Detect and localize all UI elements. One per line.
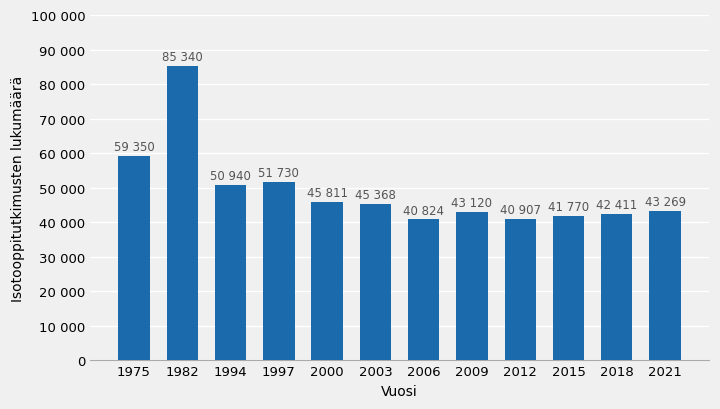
Text: 41 770: 41 770 [548,201,589,214]
Text: 85 340: 85 340 [162,51,202,64]
Bar [166,67,198,361]
Bar [263,182,294,361]
Bar [553,217,584,361]
Bar [312,203,343,361]
Text: 43 269: 43 269 [644,196,685,209]
Bar [215,185,246,361]
Text: 45 811: 45 811 [307,187,348,200]
Bar [408,220,439,361]
Bar [505,220,536,361]
Bar [118,156,150,361]
X-axis label: Vuosi: Vuosi [381,384,418,398]
Text: 40 824: 40 824 [403,204,444,217]
Text: 50 940: 50 940 [210,169,251,182]
Text: 45 368: 45 368 [355,189,396,202]
Bar [456,212,487,361]
Text: 42 411: 42 411 [596,199,637,212]
Text: 51 730: 51 730 [258,166,300,180]
Bar [649,211,681,361]
Text: 40 907: 40 907 [500,204,541,217]
Y-axis label: Isotooppitutkimusten lukumäärä: Isotooppitutkimusten lukumäärä [11,76,25,301]
Text: 59 350: 59 350 [114,140,154,153]
Bar [601,214,632,361]
Bar [360,204,391,361]
Text: 43 120: 43 120 [451,196,492,209]
